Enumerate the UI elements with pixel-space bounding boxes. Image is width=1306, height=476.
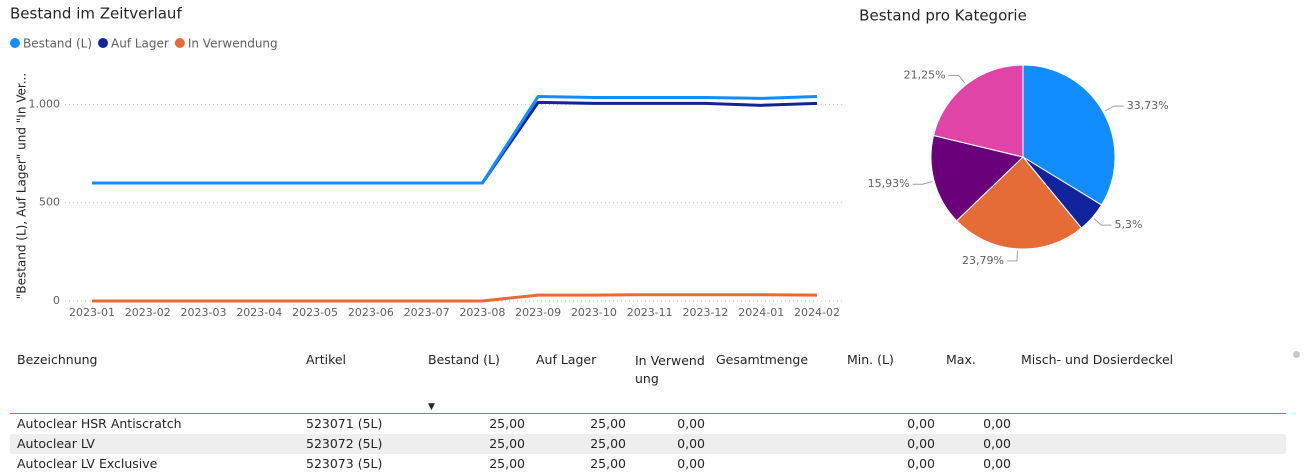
table-cell: 0,00 xyxy=(907,436,935,451)
leader-line xyxy=(1006,250,1019,262)
x-tick-label: 2023-08 xyxy=(459,306,505,319)
x-tick-label: 2023-12 xyxy=(682,306,728,319)
table-cell: 25,00 xyxy=(489,416,525,431)
table-cell: 25,00 xyxy=(590,456,626,471)
leader-line xyxy=(912,181,933,185)
data-label: 33,73% xyxy=(1127,99,1169,112)
pie-slice xyxy=(955,156,1083,250)
leader-line xyxy=(1104,105,1124,112)
data-label: 21,25% xyxy=(904,68,946,81)
table-cell: 523073 (5L) xyxy=(306,456,383,471)
legend-marker xyxy=(174,38,185,48)
pie-slice xyxy=(930,134,1025,222)
y-axis-title: "Bestand (L), Auf Lager" und "In Ver... xyxy=(15,73,29,299)
table-cell: 523071 (5L) xyxy=(306,416,383,431)
table-cell: 0,00 xyxy=(983,416,1011,431)
table-cell: 0,00 xyxy=(907,456,935,471)
table-cell: 0,00 xyxy=(983,456,1011,471)
pie-chart: Bestand pro Kategorie 33,73% 5,3% 23,79% 15… xyxy=(859,7,1169,267)
sort-icon[interactable]: ▼ xyxy=(428,402,435,412)
column-header: Bezeichnung xyxy=(17,352,98,367)
scroll-dot[interactable] xyxy=(1293,351,1300,358)
table: ▼ Bezeichnung Artikel Bestand (L) Auf Lager… xyxy=(0,340,1306,476)
y-tick-label: 1.000 xyxy=(29,97,61,110)
chart-title: Bestand im Zeitverlauf xyxy=(10,5,182,23)
table-cell: 0,00 xyxy=(907,416,935,431)
table-cell: 25,00 xyxy=(489,436,525,451)
column-header: Misch- und Dosierdeckel xyxy=(1021,352,1174,367)
column-header: Auf Lager xyxy=(536,352,597,367)
table-cell: Autoclear LV Exclusive xyxy=(17,456,158,471)
column-header: Min. (L) xyxy=(847,352,894,367)
series-line xyxy=(92,293,818,303)
series-line xyxy=(92,94,818,185)
pie-slice xyxy=(932,64,1024,158)
table-cell: 0,00 xyxy=(677,436,705,451)
table-cell: Autoclear HSR Antiscratch xyxy=(17,416,182,431)
table-cell: 25,00 xyxy=(590,416,626,431)
data-label: 5,3% xyxy=(1115,218,1143,231)
column-header: Max. xyxy=(946,352,976,367)
table-cell: 0,00 xyxy=(677,416,705,431)
column-header: Gesamtmenge xyxy=(716,352,809,367)
x-tick-label: 2023-05 xyxy=(292,306,338,319)
x-tick-label: 2023-09 xyxy=(515,306,561,319)
table-cell: 0,00 xyxy=(983,436,1011,451)
series-line xyxy=(92,100,818,185)
leader-line xyxy=(948,74,966,84)
x-tick-label: 2023-04 xyxy=(236,306,282,319)
chart-title: Bestand pro Kategorie xyxy=(859,7,1027,25)
x-tick-label: 2023-10 xyxy=(571,306,617,319)
x-tick-label: 2023-02 xyxy=(125,306,171,319)
table-cell: 523072 (5L) xyxy=(306,436,383,451)
legend-label: In Verwendung xyxy=(188,37,278,51)
table-cell: 25,00 xyxy=(590,436,626,451)
legend-marker xyxy=(10,38,20,48)
legend-label: Auf Lager xyxy=(111,37,169,51)
x-tick-label: 2023-06 xyxy=(348,306,394,319)
x-tick-label: 2024-01 xyxy=(738,306,784,319)
table-cell: Autoclear LV xyxy=(17,436,95,451)
table-cell: 0,00 xyxy=(677,456,705,471)
legend-label: Bestand (L) xyxy=(23,37,92,51)
column-header: Artikel xyxy=(306,352,347,367)
x-tick-label: 2023-03 xyxy=(181,306,227,319)
header-divider xyxy=(10,413,1286,414)
column-header: Bestand (L) xyxy=(428,352,500,367)
column-header: In Verwendung xyxy=(635,353,705,386)
row-band xyxy=(10,434,1286,454)
x-tick-label: 2024-02 xyxy=(794,306,840,319)
x-tick-label: 2023-07 xyxy=(404,306,450,319)
data-label: 23,79% xyxy=(962,254,1004,267)
line-chart: Bestand im Zeitverlauf "Bestand (L), Auf… xyxy=(10,5,845,319)
leader-line xyxy=(1093,218,1112,226)
legend-marker xyxy=(98,38,109,48)
pie-slice xyxy=(1022,64,1116,206)
x-tick-label: 2023-01 xyxy=(69,306,115,319)
data-label: 15,93% xyxy=(868,177,910,190)
x-tick-label: 2023-11 xyxy=(627,306,673,319)
y-tick-label: 500 xyxy=(39,196,60,209)
y-tick-label: 0 xyxy=(53,294,60,307)
table-cell: 25,00 xyxy=(489,456,525,471)
